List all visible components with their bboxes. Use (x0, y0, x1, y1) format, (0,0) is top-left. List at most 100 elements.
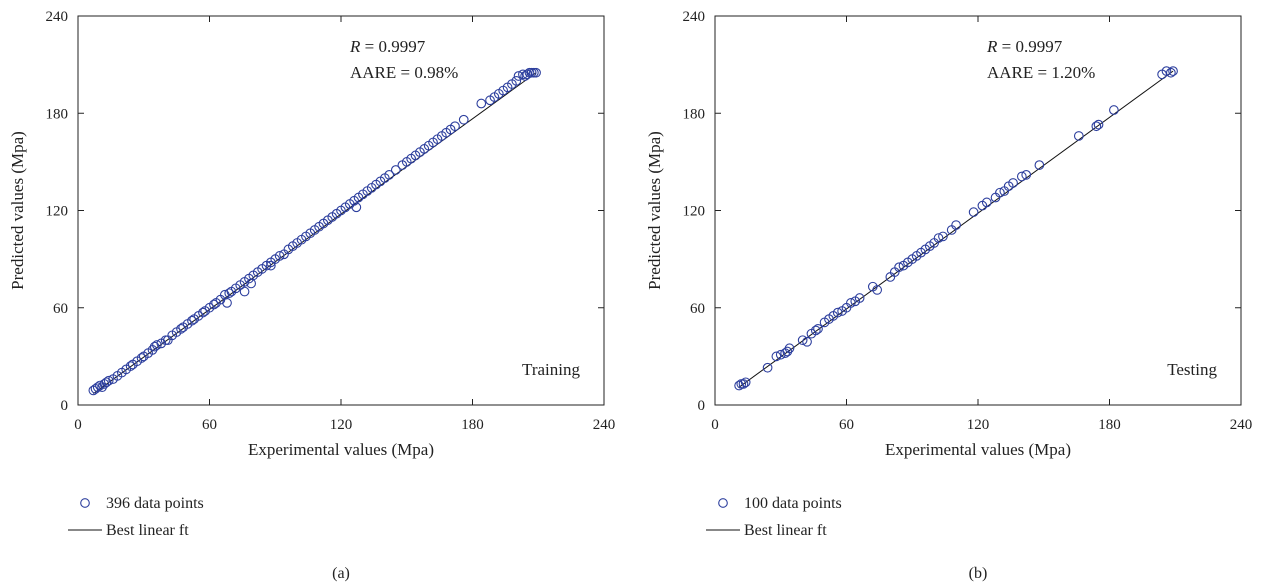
data-point (136, 353, 147, 363)
data-point (266, 260, 276, 271)
data-point (740, 377, 751, 388)
x-tick-label: 60 (202, 417, 217, 433)
data-point (797, 335, 808, 346)
data-point (1016, 171, 1027, 182)
y-tick-label: 180 (46, 106, 69, 122)
data-point (832, 307, 843, 318)
data-point (239, 286, 250, 297)
data-point (968, 207, 979, 217)
data-point (771, 351, 782, 362)
set-name-label: Testing (1167, 360, 1217, 379)
data-point (1093, 119, 1104, 130)
y-axis-title: Predicted values (Mpa) (645, 131, 664, 290)
x-axis-title: Experimental values (Mpa) (885, 440, 1071, 459)
r-symbol: R (986, 37, 998, 56)
data-point (846, 298, 856, 308)
data-point (1034, 160, 1045, 170)
data-point (951, 220, 961, 230)
r-annotation: R = 0.9997 (986, 37, 1063, 56)
data-point (995, 187, 1005, 198)
y-tick-label: 240 (683, 9, 706, 25)
y-tick-label: 60 (53, 301, 68, 317)
x-tick-label: 180 (1098, 417, 1121, 433)
chart-panel-2: 0 60 120 180 240 0 60 120 180 240 Experimental val… (645, 9, 1252, 582)
y-tick-label: 120 (683, 204, 706, 220)
data-point (511, 75, 522, 86)
data-point (384, 169, 395, 180)
data-point (209, 299, 219, 310)
y-tick-label: 0 (61, 398, 69, 414)
y-tick-label: 60 (690, 301, 705, 317)
data-point (222, 298, 232, 308)
data-point (872, 285, 883, 295)
data-point (1073, 131, 1084, 141)
data-point (176, 323, 186, 334)
data-point (187, 315, 197, 326)
x-tick-label: 120 (330, 417, 353, 433)
data-point (1168, 66, 1178, 76)
data-point (1109, 105, 1119, 115)
data-point (390, 165, 401, 175)
data-point (1166, 67, 1176, 78)
data-point (274, 251, 285, 261)
data-point (125, 361, 136, 371)
y-tick-label: 120 (46, 204, 69, 220)
aare-annotation: AARE = 1.20% (987, 63, 1095, 82)
legend-points-label: 396 data points (106, 495, 204, 512)
r-value: = 0.9997 (360, 37, 425, 56)
data-point (1091, 121, 1102, 132)
data-point (933, 233, 944, 243)
x-tick-label: 180 (461, 417, 484, 433)
legend-line-label: Best linear ft (106, 522, 189, 539)
data-point (458, 114, 469, 125)
x-tick-label: 60 (839, 417, 854, 433)
data-point (762, 362, 773, 373)
set-name-label: Training (522, 360, 580, 379)
legend-point-marker (718, 498, 728, 508)
y-tick-label: 180 (683, 106, 706, 122)
x-tick-label: 240 (593, 417, 616, 433)
data-point (981, 197, 992, 208)
data-point (1008, 178, 1018, 188)
y-axis-title: Predicted values (Mpa) (8, 131, 27, 290)
y-tick-label: 0 (698, 398, 706, 414)
panel-label: (b) (969, 565, 988, 582)
data-point (224, 288, 235, 299)
chart-panel-1: 0 60 120 180 240 0 60 120 180 240 Experimental val… (8, 9, 615, 582)
x-tick-label: 0 (711, 417, 719, 433)
data-point (450, 121, 460, 132)
data-point (738, 379, 749, 389)
legend-line-label: Best linear ft (744, 522, 827, 539)
data-point (531, 67, 541, 78)
legend: 100 data points Best linear ft (706, 495, 842, 539)
data-point (103, 375, 114, 386)
legend-point-marker (80, 498, 90, 508)
data-point (802, 336, 812, 347)
r-annotation: R = 0.9997 (349, 37, 426, 56)
x-axis-title: Experimental values (Mpa) (248, 440, 434, 459)
data-point (854, 293, 865, 303)
legend: 396 data points Best linear ft (68, 495, 204, 539)
r-value: = 0.9997 (997, 37, 1062, 56)
x-tick-label: 0 (74, 417, 82, 433)
data-point (1161, 66, 1172, 76)
x-tick-label: 120 (967, 417, 990, 433)
data-point (1021, 169, 1032, 180)
data-point (198, 307, 208, 318)
data-point (351, 202, 362, 213)
r-symbol: R (349, 37, 361, 56)
legend-points-label: 100 data points (744, 495, 842, 512)
panel-label: (a) (332, 565, 350, 582)
data-point (782, 346, 793, 357)
y-tick-label: 240 (46, 9, 69, 25)
data-point (938, 231, 948, 242)
aare-annotation: AARE = 0.98% (350, 63, 458, 82)
data-point (476, 98, 487, 109)
data-point (784, 343, 795, 354)
data-point (894, 262, 904, 273)
data-point (152, 340, 162, 350)
data-point (813, 323, 823, 334)
data-point (810, 325, 821, 336)
x-tick-label: 240 (1230, 417, 1253, 433)
